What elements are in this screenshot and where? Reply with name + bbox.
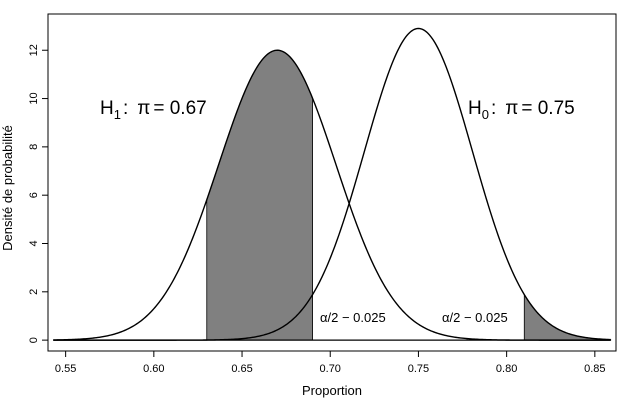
density-curve-h0 [53, 27, 611, 341]
h1-colon: : [123, 98, 128, 119]
h0-colon: : [491, 98, 496, 119]
h1-symbol: π [137, 98, 150, 119]
y-tick-label: 10 [28, 92, 40, 104]
plot-frame [47, 13, 617, 352]
x-tick-label: 0.75 [408, 363, 429, 375]
h0-sub: 0 [482, 107, 489, 122]
y-tick-label: 4 [28, 240, 40, 246]
h0-main: H [468, 98, 482, 119]
y-axis-label: Densité de probabilité [0, 125, 15, 251]
x-tick-label: 0.85 [584, 363, 605, 375]
x-tick-label: 0.60 [143, 363, 164, 375]
shaded-region-h1 [206, 49, 313, 341]
y-tick-label: 0 [28, 337, 40, 343]
h1-eq: = 0.67 [153, 98, 206, 119]
x-tick-label: 0.70 [320, 363, 341, 375]
h1-annotation: H1: π = 0.67 [100, 98, 207, 122]
h0-eq: = 0.75 [521, 98, 574, 119]
h0-symbol: π [505, 98, 518, 119]
y-tick-label: 6 [28, 192, 40, 198]
x-tick-label: 0.65 [231, 363, 252, 375]
x-tick-label: 0.80 [496, 363, 517, 375]
y-tick-label: 8 [28, 144, 40, 150]
y-tick-label: 12 [28, 44, 40, 56]
density-curve-h1 [53, 49, 611, 341]
x-tick-label: 0.55 [55, 363, 76, 375]
density-curves [53, 27, 611, 341]
alpha-right-annotation: α/2 − 0.025 [442, 310, 508, 325]
h0-annotation: H0: π = 0.75 [468, 98, 575, 122]
h1-main: H [100, 98, 114, 119]
h1-sub: 1 [114, 107, 121, 122]
y-tick-label: 2 [28, 289, 40, 295]
x-axis-label: Proportion [302, 383, 362, 398]
shaded-regions [206, 49, 612, 341]
alpha-left-annotation: α/2 − 0.025 [320, 310, 386, 325]
